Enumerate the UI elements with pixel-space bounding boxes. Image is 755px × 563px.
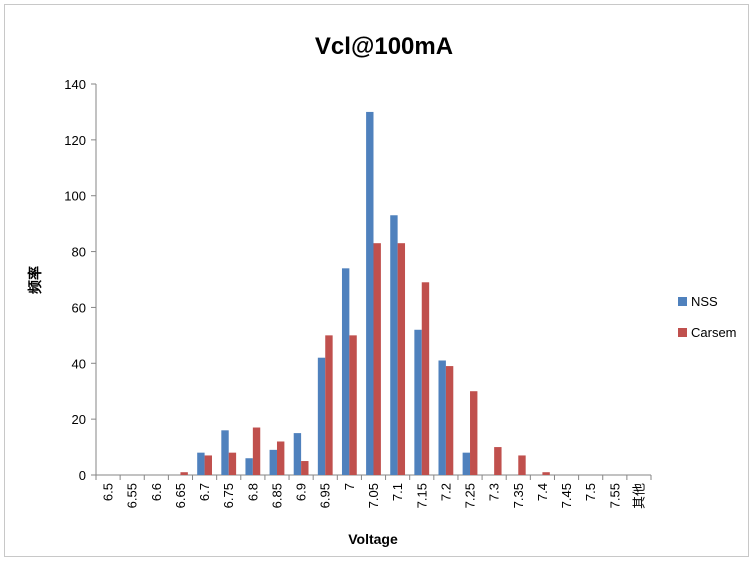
bar-carsem — [470, 391, 478, 475]
y-tick-label: 140 — [64, 77, 86, 92]
bar-carsem — [301, 461, 309, 475]
bar-nss — [221, 430, 229, 475]
bar-carsem — [397, 243, 406, 475]
bar-carsem — [494, 447, 502, 475]
x-tick-label: 6.5 — [101, 483, 116, 501]
x-tick-label: 7.1 — [390, 483, 405, 501]
x-tick-label: 6.65 — [173, 483, 188, 508]
bar-nss — [438, 360, 446, 475]
bar-carsem — [276, 441, 285, 475]
x-tick-label: 6.6 — [149, 483, 164, 501]
x-tick-label: 6.75 — [221, 483, 236, 508]
y-axis-label: 频率 — [27, 266, 43, 294]
x-tick-label: 7.5 — [583, 483, 598, 501]
legend-swatch-nss — [678, 297, 687, 306]
bar-nss — [293, 433, 302, 475]
bar-carsem — [542, 472, 550, 475]
bars — [180, 111, 550, 476]
x-tick-label: 7.2 — [438, 483, 453, 501]
bar-carsem — [325, 335, 333, 475]
bar-carsem — [518, 455, 526, 475]
bar-nss — [390, 215, 398, 475]
x-tick-label: 其他 — [631, 483, 646, 509]
x-tick-label: 6.9 — [294, 483, 309, 501]
y-tick-label: 20 — [72, 412, 86, 427]
bar-carsem — [180, 472, 188, 475]
x-tick-label: 6.95 — [318, 483, 333, 508]
bar-nss — [366, 111, 374, 476]
bar-carsem — [349, 335, 357, 475]
chart-title: Vcl@100mA — [315, 33, 453, 60]
y-tick-label: 60 — [72, 300, 86, 315]
bar-nss — [197, 452, 205, 475]
x-ticks: 6.5 6.55 6.6 6.65 6.7 6.75 6.8 6.85 6.9 6.95 7 7.05… — [95, 475, 652, 509]
x-axis-label: Voltage — [348, 531, 398, 547]
legend: NSS Carsem — [678, 294, 737, 340]
y-tick-label: 40 — [72, 356, 86, 371]
bar-carsem — [228, 452, 237, 475]
bar-carsem — [252, 427, 261, 475]
y-tick-label: 100 — [64, 189, 86, 204]
x-tick-label: 7.3 — [487, 483, 502, 501]
x-tick-label: 7.55 — [607, 483, 622, 508]
y-tick-label: 120 — [64, 133, 86, 148]
x-tick-label: 6.55 — [125, 483, 140, 508]
x-tick-label: 6.8 — [245, 483, 260, 501]
x-tick-label: 6.7 — [197, 483, 212, 501]
y-tick-label: 80 — [72, 245, 86, 260]
bar-carsem — [204, 455, 212, 475]
bar-nss — [269, 449, 277, 475]
bar-carsem — [373, 243, 381, 475]
bar-nss — [462, 452, 471, 475]
x-tick-label: 7.4 — [535, 483, 550, 501]
legend-label-nss: NSS — [691, 294, 718, 309]
x-tick-label: 7.45 — [559, 483, 574, 508]
bar-nss — [414, 329, 422, 475]
x-tick-label: 7 — [342, 483, 357, 490]
x-tick-label: 7.25 — [463, 483, 478, 508]
bar-nss — [317, 357, 326, 475]
legend-swatch-carsem — [678, 328, 687, 337]
bar-carsem — [421, 282, 430, 475]
x-tick-label: 7.05 — [366, 483, 381, 508]
y-ticks: 0 20 40 60 80 100 120 140 — [64, 77, 96, 483]
bar-nss — [245, 458, 253, 475]
bar-nss — [341, 268, 350, 475]
x-tick-label: 7.35 — [511, 483, 526, 508]
y-tick-label: 0 — [79, 468, 86, 483]
x-tick-label: 6.85 — [269, 483, 284, 508]
x-tick-label: 7.15 — [414, 483, 429, 508]
legend-label-carsem: Carsem — [691, 325, 737, 340]
bar-carsem — [445, 366, 454, 475]
